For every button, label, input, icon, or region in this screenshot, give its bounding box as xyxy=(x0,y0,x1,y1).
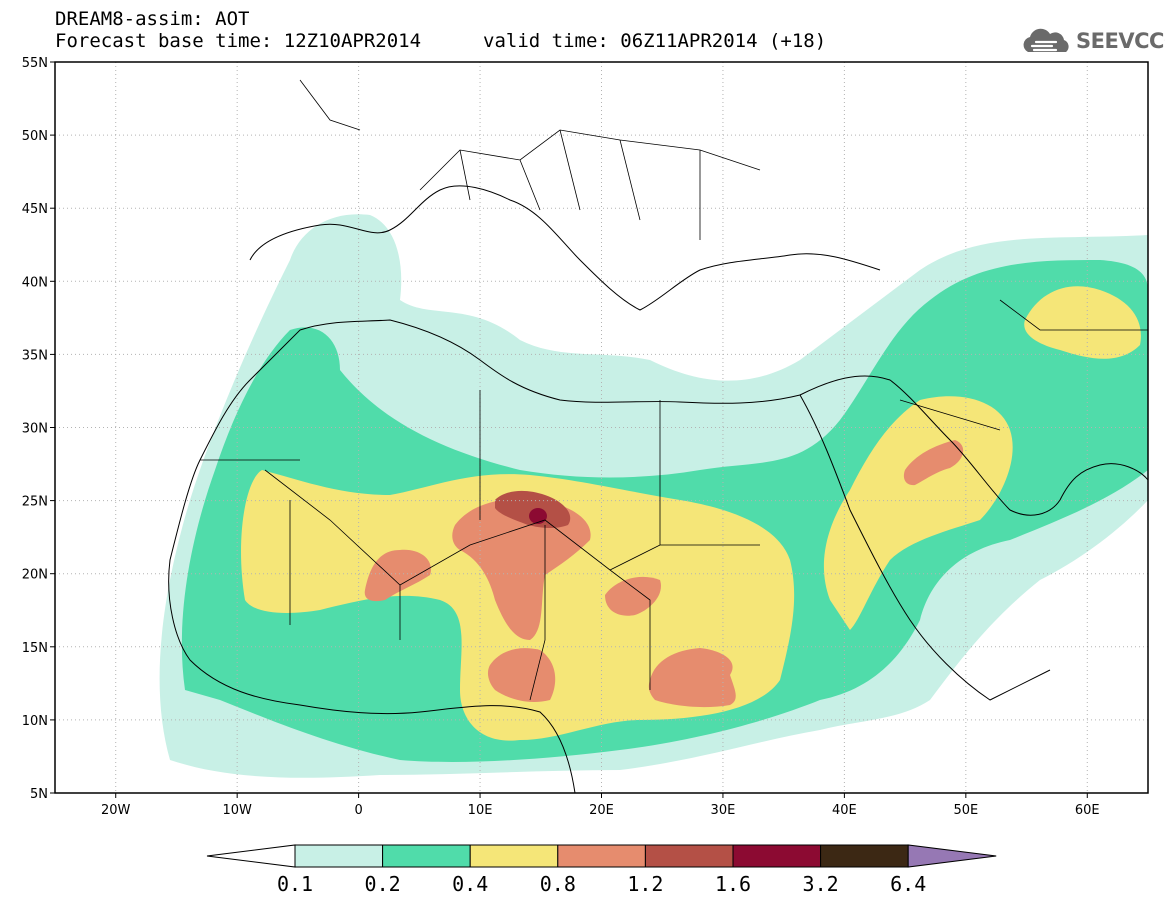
colorbar-segment xyxy=(557,844,646,868)
contour-0.4-north xyxy=(1024,286,1141,359)
colorbar-label: 0.8 xyxy=(540,872,576,896)
valid-time: valid time: 06Z11APR2014 (+18) xyxy=(483,30,827,52)
lon-label: 20E xyxy=(589,803,614,818)
contour-0.8-chad xyxy=(452,498,591,640)
contour-1.6 xyxy=(529,508,547,524)
country-borders xyxy=(200,299,1148,701)
colorbar-label: 0.1 xyxy=(277,872,313,896)
colorbar-label: 1.6 xyxy=(715,872,751,896)
lat-label: 5N xyxy=(30,787,48,802)
lat-label: 10N xyxy=(22,714,48,729)
lat-label: 15N xyxy=(22,641,48,656)
colorbar-label: 1.2 xyxy=(627,872,663,896)
lat-label: 25N xyxy=(22,495,48,510)
lat-label: 50N xyxy=(22,129,48,144)
lat-label: 20N xyxy=(22,568,48,583)
colorbar-segment xyxy=(820,844,909,868)
contour-0.8-sudan xyxy=(648,648,736,708)
lat-label: 40N xyxy=(22,275,48,290)
lon-label: 40E xyxy=(832,803,857,818)
colorbar-label: 6.4 xyxy=(890,872,926,896)
forecast-base-time: Forecast base time: 12Z10APR2014 xyxy=(55,30,422,52)
lat-label: 45N xyxy=(22,202,48,217)
colorbar-label: 0.4 xyxy=(452,872,488,896)
cloud-icon xyxy=(1023,28,1069,52)
europe-borders xyxy=(299,79,761,240)
colorbar-segment-below xyxy=(206,844,296,868)
lon-label: 20W xyxy=(101,803,131,818)
lon-label: 60E xyxy=(1075,803,1100,818)
colorbar-segment xyxy=(382,844,471,868)
map-title: DREAM8-assim: AOT xyxy=(55,8,250,30)
contour-0.8-south xyxy=(487,648,556,702)
logo-text: SEEVCCC xyxy=(1076,29,1165,53)
contour-0.8 xyxy=(364,549,431,602)
colorbar: 0.1 0.2 0.4 0.8 1.2 1.6 3.2 6.4 xyxy=(206,844,997,896)
coastline-europe xyxy=(249,185,881,311)
colorbar-segment xyxy=(294,844,384,868)
lon-label: 10E xyxy=(468,803,493,818)
lon-label: 50E xyxy=(953,803,978,818)
latitude-labels: 5N 10N 15N 20N 25N 30N 35N 40N 45N 50N 55N xyxy=(22,56,55,802)
lat-label: 35N xyxy=(22,348,48,363)
colorbar-segment-above xyxy=(907,844,997,868)
lon-label: 30E xyxy=(711,803,736,818)
lon-label: 0 xyxy=(354,803,362,818)
colorbar-segment xyxy=(732,844,822,868)
longitude-labels: 20W 10W 0 10E 20E 30E 40E 50E 60E xyxy=(101,793,1100,818)
colorbar-label: 0.2 xyxy=(365,872,401,896)
seevccc-logo: SEEVCCC xyxy=(1018,26,1165,58)
aot-contours xyxy=(159,214,1148,778)
colorbar-segment xyxy=(469,844,559,868)
lat-label: 30N xyxy=(22,422,48,437)
coastline-arabia xyxy=(799,375,1148,516)
lon-label: 10W xyxy=(222,803,252,818)
contour-0.8-libya xyxy=(605,576,661,616)
coastlines-and-borders xyxy=(168,79,1148,793)
colorbar-label: 3.2 xyxy=(803,872,839,896)
colorbar-segment xyxy=(644,844,734,868)
contour-0.8-arabia xyxy=(903,440,964,486)
lat-label: 55N xyxy=(22,56,48,71)
coastline-africa xyxy=(168,319,1051,793)
